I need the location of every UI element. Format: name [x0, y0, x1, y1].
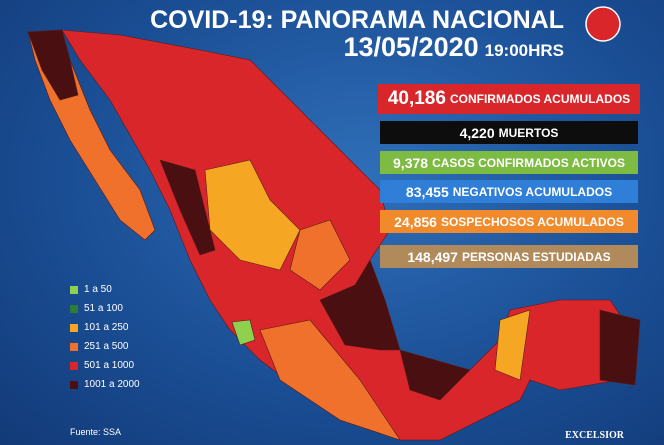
region [319, 259, 401, 351]
stat-value: 4,220 [459, 124, 495, 141]
legend-label: 1 a 50 [84, 284, 112, 295]
legend-swatch [70, 323, 78, 332]
stat-label: PERSONAS ESTUDIADAS [461, 249, 611, 264]
legend-label: 501 a 1000 [84, 360, 135, 371]
legend-item: 1 a 50 [70, 284, 112, 295]
stat-box: 148,497 PERSONAS ESTUDIADAS [380, 245, 638, 268]
stat-box: 9,378 CASOS CONFIRMADOS ACTIVOS [380, 151, 638, 174]
region [159, 159, 216, 256]
region [259, 319, 401, 441]
stat-box: 4,220 MUERTOS [380, 121, 638, 144]
region [289, 219, 351, 291]
stat-label: MUERTOS [498, 125, 559, 140]
legend-label: 1001 a 2000 [84, 379, 140, 390]
title: COVID-19: PANORAMA NACIONAL [150, 6, 564, 34]
stat-value: 24,856 [394, 213, 437, 230]
legend-swatch [70, 342, 78, 351]
stat-label: SOSPECHOSOS ACUMULADOS [440, 214, 624, 229]
region [231, 319, 256, 346]
stat-value: 9,378 [393, 154, 429, 171]
legend-item: 51 a 100 [70, 303, 123, 314]
legend-swatch [70, 285, 78, 294]
region [599, 309, 641, 386]
stat-box: 83,455 NEGATIVOS ACUMULADOS [380, 180, 638, 203]
stat-box: 40,186 CONFIRMADOS ACUMULADOS [378, 84, 640, 114]
legend-swatch [70, 361, 78, 370]
legend-label: 101 a 250 [84, 322, 129, 333]
logo: EXCELSIOR [565, 430, 624, 441]
legend-swatch [70, 380, 78, 389]
legend-swatch [70, 304, 78, 313]
stat-value: 40,186 [387, 88, 446, 109]
time: 19:00HRS [484, 41, 564, 60]
region [494, 309, 531, 381]
stat-value: 148,497 [407, 248, 458, 265]
legend-item: 251 a 500 [70, 341, 129, 352]
stat-label: CASOS CONFIRMADOS ACTIVOS [432, 155, 625, 170]
stat-label: CONFIRMADOS ACUMULADOS [449, 92, 631, 106]
region [204, 159, 301, 271]
stat-box: 24,856 SOSPECHOSOS ACUMULADOS [380, 210, 638, 233]
legend-item: 501 a 1000 [70, 360, 134, 371]
legend-item: 1001 a 2000 [70, 379, 140, 390]
legend-label: 51 a 100 [84, 303, 123, 314]
legend-label: 251 a 500 [84, 341, 129, 352]
stat-label: NEGATIVOS ACUMULADOS [452, 184, 613, 199]
logo-globe [585, 6, 621, 42]
date-value: 13/05/2020 [343, 32, 479, 62]
stat-value: 83,455 [405, 183, 449, 200]
date: 13/05/2020 19:00HRS [343, 32, 564, 63]
region [399, 349, 471, 401]
source: Fuente: SSA [70, 427, 122, 437]
legend-item: 101 a 250 [70, 322, 129, 333]
